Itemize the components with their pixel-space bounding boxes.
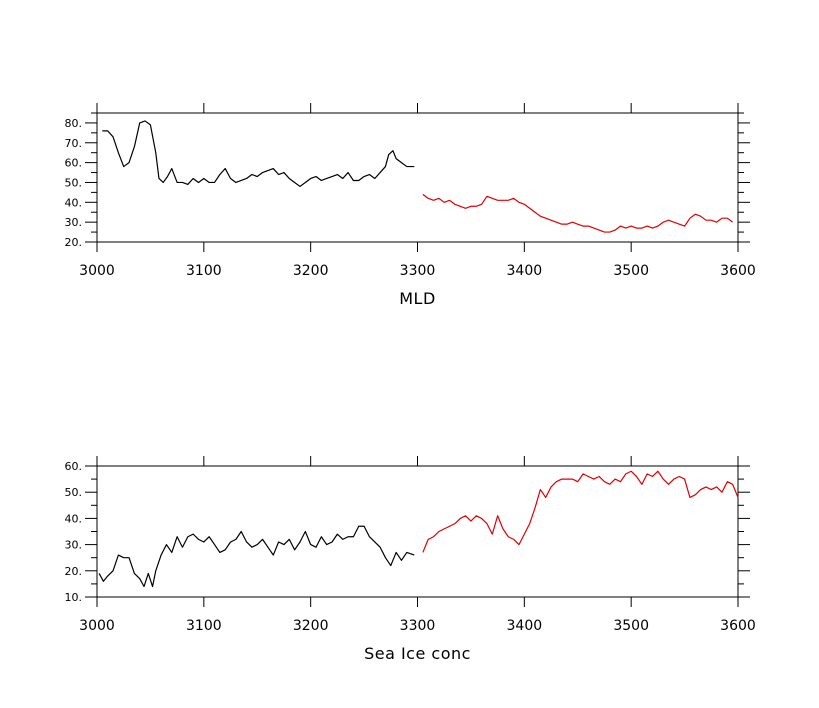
x-tick-label: 3600 <box>720 263 756 279</box>
x-tick-label: 3100 <box>186 618 222 634</box>
x-tick-label: 3500 <box>613 618 649 634</box>
y-tick-label: 50. <box>65 486 83 499</box>
y-tick-label: 70. <box>65 137 83 150</box>
x-tick-label: 3000 <box>79 263 115 279</box>
x-tick-label: 3400 <box>507 263 543 279</box>
x-tick-label: 3300 <box>400 618 436 634</box>
y-tick-label: 80. <box>65 117 83 130</box>
panel-sea-ice: 3000 3100 3200 3300 3400 3500 3600 10. 20. 30. 40.… <box>65 456 756 663</box>
y-tick-label: 10. <box>65 591 83 604</box>
series-line-black <box>102 120 415 188</box>
y-tick-label: 20. <box>65 236 83 249</box>
x-tick-label: 3000 <box>79 618 115 634</box>
x-tick-label: 3200 <box>293 263 329 279</box>
x-tick-label: 3200 <box>293 618 329 634</box>
x-tick-label: 3600 <box>720 618 756 634</box>
series-line-red <box>422 193 734 233</box>
series-line-red <box>422 470 739 553</box>
panel-mld: 3000 3100 3200 3300 3400 3500 3600 20. 30. 40. 50.… <box>65 103 756 308</box>
y-tick-label: 60. <box>65 157 83 170</box>
x-axis-title: Sea Ice conc <box>364 644 471 663</box>
x-axis-title: MLD <box>399 289 436 308</box>
series-line-black <box>98 525 415 588</box>
y-tick-label: 40. <box>65 512 83 525</box>
x-tick-label: 3500 <box>613 263 649 279</box>
y-tick-label: 30. <box>65 216 83 229</box>
x-tick-label: 3400 <box>507 618 543 634</box>
y-tick-label: 20. <box>65 565 83 578</box>
y-tick-label: 60. <box>65 460 83 473</box>
y-tick-label: 40. <box>65 196 83 209</box>
y-tick-label: 30. <box>65 539 83 552</box>
plot-frame-sea-ice <box>96 465 739 598</box>
plot-frame-mld <box>96 112 739 243</box>
x-tick-label: 3300 <box>400 263 436 279</box>
y-tick-label: 50. <box>65 176 83 189</box>
x-tick-label: 3100 <box>186 263 222 279</box>
